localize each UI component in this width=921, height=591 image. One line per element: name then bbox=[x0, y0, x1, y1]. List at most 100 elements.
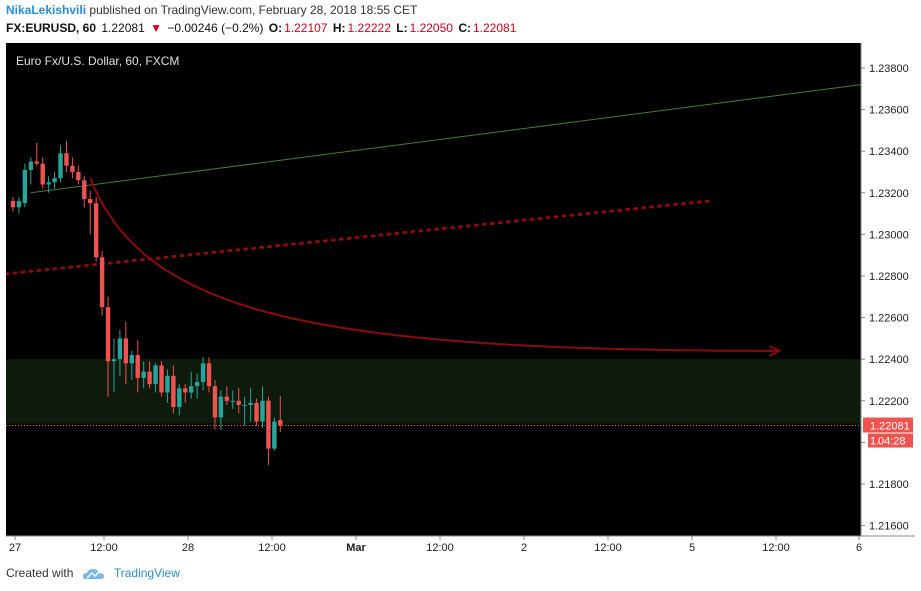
publish-info: NikaLekishvili published on TradingView.… bbox=[6, 3, 417, 17]
candle-body bbox=[206, 363, 212, 387]
price-chart[interactable]: 1.238001.236001.234001.232001.230001.228… bbox=[6, 43, 915, 555]
trend-line[interactable] bbox=[30, 84, 862, 194]
candle[interactable] bbox=[28, 157, 34, 185]
countdown-tag: 1. 04:28 bbox=[868, 433, 913, 448]
candle[interactable] bbox=[165, 369, 170, 403]
candle[interactable] bbox=[76, 165, 81, 185]
last-price: 1.22081 bbox=[101, 21, 145, 35]
candle[interactable] bbox=[248, 388, 253, 422]
candle[interactable] bbox=[135, 340, 140, 393]
candle[interactable] bbox=[93, 196, 99, 262]
candle[interactable] bbox=[189, 371, 194, 399]
projection-arrow[interactable] bbox=[89, 177, 780, 352]
candle[interactable] bbox=[171, 365, 176, 414]
dotted-trend-line[interactable] bbox=[6, 199, 710, 276]
candle[interactable] bbox=[153, 363, 158, 393]
symbol-label[interactable]: FX:EURUSD, 60 bbox=[6, 21, 97, 35]
candle-body bbox=[147, 371, 152, 385]
candle[interactable] bbox=[260, 386, 265, 428]
candle-body bbox=[260, 400, 265, 422]
price-tick-label: 1.22600 bbox=[869, 313, 909, 325]
candle[interactable] bbox=[254, 398, 259, 426]
open-value: 1.22107 bbox=[284, 21, 328, 35]
time-tick-label: 28 bbox=[182, 542, 194, 554]
price-tick-label: 1.22200 bbox=[869, 396, 909, 408]
candle-body bbox=[64, 153, 69, 166]
candle[interactable] bbox=[52, 171, 57, 189]
candle[interactable] bbox=[200, 357, 206, 391]
candle[interactable] bbox=[129, 350, 134, 380]
low-label: L: bbox=[396, 21, 408, 35]
time-tick-label: 2 bbox=[521, 542, 527, 554]
close-label: C: bbox=[458, 21, 471, 35]
candle[interactable] bbox=[82, 176, 87, 208]
footer: Created with TradingView bbox=[6, 566, 180, 580]
candle-body bbox=[230, 400, 235, 402]
candle-body bbox=[105, 307, 111, 362]
candle[interactable] bbox=[230, 390, 235, 410]
candle-body bbox=[52, 178, 57, 183]
candle[interactable] bbox=[236, 388, 241, 414]
candle-body bbox=[135, 355, 140, 378]
price-tick-label: 1.23200 bbox=[869, 188, 909, 200]
close-value: 1.22081 bbox=[472, 21, 517, 35]
candle[interactable] bbox=[177, 384, 182, 416]
author-link[interactable]: NikaLekishvili bbox=[6, 3, 87, 17]
last-price-label: 1.22081 bbox=[870, 421, 910, 433]
candle[interactable] bbox=[206, 357, 212, 393]
candle-body bbox=[40, 163, 45, 185]
candle[interactable] bbox=[58, 144, 63, 183]
tradingview-link[interactable]: TradingView bbox=[113, 566, 180, 580]
candle[interactable] bbox=[10, 196, 16, 212]
candle-body bbox=[278, 420, 283, 426]
candle[interactable] bbox=[34, 142, 39, 166]
candle[interactable] bbox=[194, 373, 200, 399]
candle[interactable] bbox=[64, 140, 69, 172]
price-tick-label: 1.23400 bbox=[869, 146, 909, 158]
candle[interactable] bbox=[159, 361, 164, 397]
candle-body bbox=[58, 153, 63, 179]
time-tick-label: 6 bbox=[856, 542, 862, 554]
candle[interactable] bbox=[141, 361, 146, 389]
candle[interactable] bbox=[147, 361, 152, 389]
candle[interactable] bbox=[224, 386, 230, 405]
price-tick-label: 1.23600 bbox=[869, 105, 909, 117]
candle[interactable] bbox=[117, 330, 123, 376]
time-tick-label: 12:00 bbox=[90, 542, 118, 554]
support-zone[interactable] bbox=[6, 359, 861, 424]
candle[interactable] bbox=[242, 396, 247, 426]
candle[interactable] bbox=[218, 390, 224, 430]
candle-body bbox=[171, 375, 176, 408]
candle-body bbox=[153, 365, 158, 385]
candle[interactable] bbox=[278, 396, 283, 432]
candle[interactable] bbox=[111, 338, 117, 393]
time-tick-label: 27 bbox=[9, 542, 21, 554]
price-tick-label: 1.23000 bbox=[869, 229, 909, 241]
candle-body bbox=[165, 375, 170, 393]
candle-body bbox=[117, 338, 123, 360]
candle[interactable] bbox=[105, 296, 111, 397]
candle[interactable] bbox=[70, 157, 75, 179]
chart-pane[interactable] bbox=[6, 43, 861, 536]
candle[interactable] bbox=[46, 176, 51, 193]
candle[interactable] bbox=[99, 251, 105, 316]
price-tick-label: 1.22400 bbox=[869, 354, 909, 366]
candle-body bbox=[111, 359, 117, 362]
high-value: 1.22222 bbox=[347, 21, 391, 35]
time-axis[interactable]: 27 12:00 28 12:00 Mar 12:00 2 12:00 5 12:00 6 bbox=[9, 536, 862, 554]
last-price-tag: 1.22081 bbox=[863, 417, 913, 433]
high-label: H: bbox=[332, 21, 346, 35]
candle[interactable] bbox=[266, 396, 271, 466]
candle[interactable] bbox=[123, 321, 129, 385]
candle-body bbox=[28, 161, 34, 170]
candle[interactable] bbox=[212, 379, 218, 430]
candle-body bbox=[123, 338, 129, 364]
candle[interactable] bbox=[183, 384, 188, 403]
candle[interactable] bbox=[22, 163, 28, 208]
published-text: published on TradingView.com, February 2… bbox=[89, 3, 418, 17]
candle[interactable] bbox=[88, 190, 93, 235]
candle[interactable] bbox=[16, 196, 22, 214]
candle[interactable] bbox=[40, 157, 45, 189]
candle[interactable] bbox=[272, 417, 277, 451]
candle-body bbox=[141, 371, 146, 378]
